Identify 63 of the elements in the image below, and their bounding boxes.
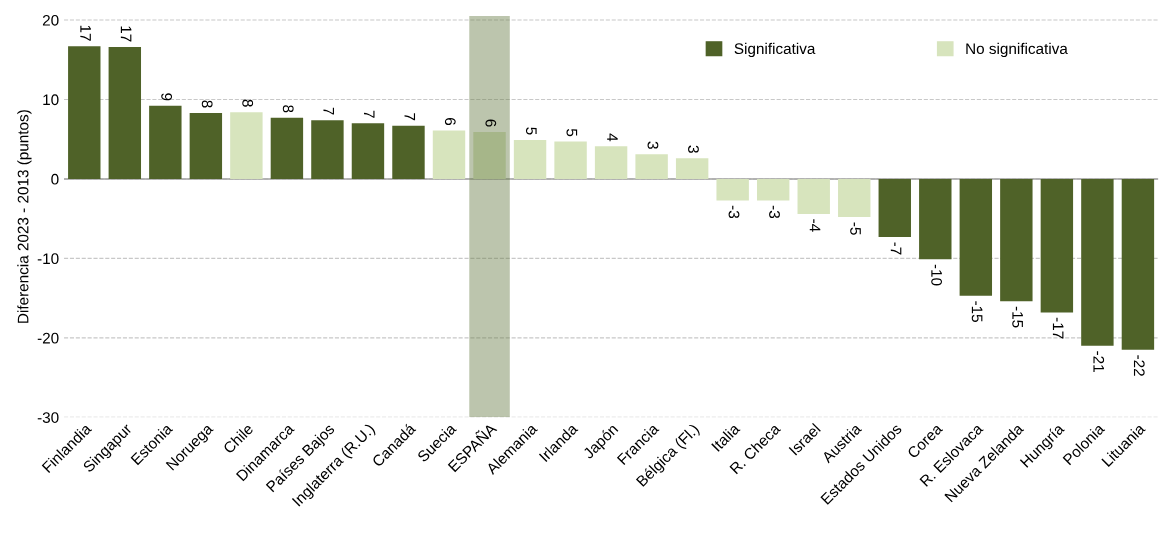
bar bbox=[594, 146, 628, 179]
data-label: 7 bbox=[323, 107, 334, 115]
legend-label: No significativa bbox=[966, 42, 1068, 58]
bar bbox=[756, 178, 790, 201]
y-tick-label: -10 bbox=[37, 253, 59, 265]
bar bbox=[108, 47, 142, 179]
y-tick-label: 20 bbox=[42, 14, 59, 26]
data-label: 8 bbox=[242, 99, 254, 107]
data-label: 17 bbox=[80, 25, 91, 41]
y-tick-label: -30 bbox=[37, 412, 59, 423]
y-tick-label: 0 bbox=[51, 173, 59, 185]
y-axis-title: Diferencia 2023 - 2013 (puntos) bbox=[17, 110, 32, 323]
bar bbox=[473, 132, 506, 179]
bar bbox=[1121, 178, 1155, 350]
bar bbox=[149, 105, 182, 179]
bar bbox=[189, 112, 223, 179]
data-label: -17 bbox=[1052, 317, 1064, 339]
data-label: 3 bbox=[688, 145, 699, 153]
data-label: -3 bbox=[769, 205, 780, 219]
bar bbox=[230, 112, 263, 179]
data-label: -15 bbox=[1012, 306, 1023, 328]
bar bbox=[1000, 178, 1033, 302]
data-label: 17 bbox=[120, 26, 132, 42]
bar bbox=[392, 125, 425, 179]
data-label: 7 bbox=[364, 110, 375, 118]
bar bbox=[513, 140, 547, 179]
bar bbox=[68, 46, 101, 179]
data-label: 3 bbox=[647, 141, 659, 149]
data-label: 4 bbox=[607, 133, 618, 142]
bar bbox=[1081, 178, 1114, 346]
data-label: -3 bbox=[728, 205, 740, 219]
bar bbox=[311, 120, 344, 179]
data-label: 6 bbox=[444, 117, 456, 126]
bar bbox=[270, 117, 304, 179]
y-tick-label: -20 bbox=[37, 332, 59, 344]
data-label: -4 bbox=[809, 219, 821, 232]
legend-label: Significativa bbox=[734, 42, 816, 58]
y-tick-label: 10 bbox=[43, 94, 59, 106]
bar bbox=[554, 141, 587, 179]
data-label: -22 bbox=[1133, 355, 1145, 376]
data-label: 7 bbox=[404, 113, 416, 121]
data-label: 5 bbox=[525, 127, 537, 135]
bar bbox=[959, 178, 993, 296]
data-label: 6 bbox=[485, 119, 497, 127]
bar bbox=[1040, 178, 1074, 313]
bar bbox=[635, 154, 668, 179]
bar bbox=[675, 158, 709, 179]
bar bbox=[716, 178, 749, 201]
data-label: -21 bbox=[1093, 351, 1105, 372]
data-label: 9 bbox=[161, 93, 173, 101]
data-label: -10 bbox=[931, 264, 943, 286]
data-label: 8 bbox=[201, 100, 213, 108]
bar bbox=[919, 178, 952, 260]
bar bbox=[838, 178, 871, 218]
bar bbox=[797, 178, 830, 214]
data-label: -15 bbox=[971, 301, 983, 322]
data-label: -7 bbox=[890, 242, 902, 255]
bar bbox=[878, 178, 911, 237]
data-label: 5 bbox=[566, 128, 578, 137]
bar bbox=[351, 123, 385, 179]
data-label: -5 bbox=[850, 222, 861, 235]
data-label: 8 bbox=[282, 105, 294, 113]
bar bbox=[432, 130, 466, 179]
